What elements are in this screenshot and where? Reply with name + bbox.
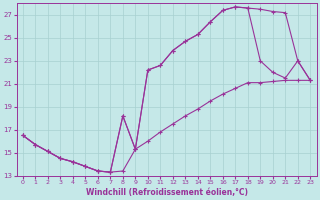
X-axis label: Windchill (Refroidissement éolien,°C): Windchill (Refroidissement éolien,°C) (85, 188, 248, 197)
